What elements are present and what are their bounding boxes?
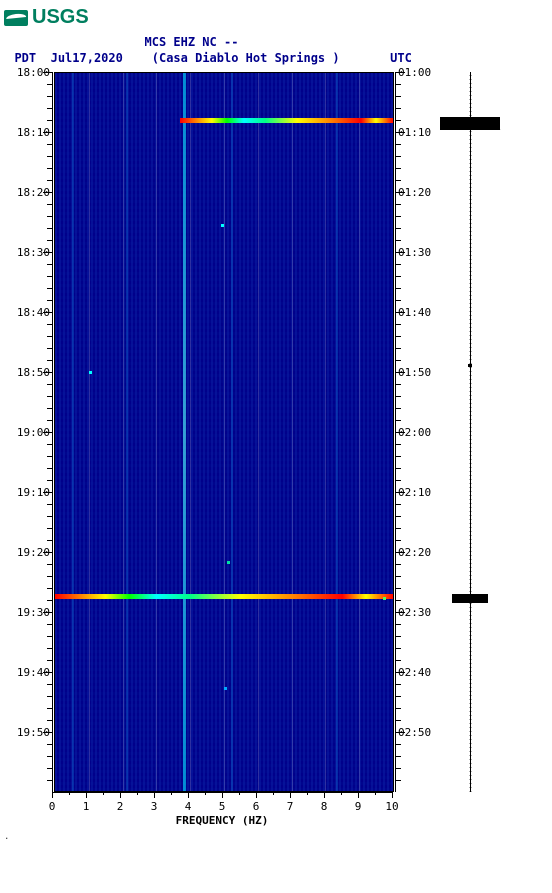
seismic-event-stripe bbox=[180, 118, 393, 123]
spectral-spot bbox=[89, 371, 92, 374]
y-axis-left-pdt: 18:0018:1018:2018:3018:4018:5019:0019:10… bbox=[10, 72, 52, 792]
x-axis-title: FREQUENCY (HZ) bbox=[176, 814, 269, 827]
x-tick-label: 8 bbox=[321, 800, 328, 813]
x-tick-label: 1 bbox=[83, 800, 90, 813]
y-axis-right-utc: 01:0001:1001:2001:3001:4001:5002:0002:10… bbox=[396, 72, 438, 792]
waveform-event bbox=[452, 594, 488, 603]
x-tick-label: 3 bbox=[151, 800, 158, 813]
spectral-spot bbox=[227, 561, 230, 564]
x-tick-label: 7 bbox=[287, 800, 294, 813]
date-line: PDT Jul17,2020 (Casa Diablo Hot Springs … bbox=[0, 51, 552, 67]
x-axis-frequency: FREQUENCY (HZ) 012345678910 bbox=[52, 792, 392, 832]
usgs-wave-icon bbox=[4, 10, 28, 26]
footer-mark: . bbox=[0, 832, 552, 842]
waveform-background-noise bbox=[469, 72, 472, 792]
chart-header: MCS EHZ NC -- PDT Jul17,2020 (Casa Diabl… bbox=[0, 31, 552, 72]
spectral-line bbox=[231, 73, 233, 791]
spectral-line bbox=[72, 73, 74, 791]
x-tick-label: 4 bbox=[185, 800, 192, 813]
spectral-spot bbox=[221, 224, 224, 227]
waveform-panel bbox=[440, 72, 500, 792]
x-tick-label: 2 bbox=[117, 800, 124, 813]
spectral-spot bbox=[224, 687, 227, 690]
usgs-logo-bar: USGS bbox=[0, 0, 552, 31]
x-tick-label: 5 bbox=[219, 800, 226, 813]
spectrogram-plot bbox=[54, 72, 394, 792]
spectral-line bbox=[336, 73, 338, 791]
seismic-event-stripe bbox=[55, 594, 393, 599]
waveform-event bbox=[468, 364, 473, 368]
usgs-logo-text: USGS bbox=[32, 6, 89, 29]
station-line: MCS EHZ NC -- bbox=[0, 35, 552, 51]
spectral-line bbox=[183, 73, 186, 791]
spectral-line bbox=[126, 73, 128, 791]
x-tick-label: 9 bbox=[355, 800, 362, 813]
chart-area: 18:0018:1018:2018:3018:4018:5019:0019:10… bbox=[0, 72, 552, 792]
spectral-spot bbox=[383, 597, 386, 600]
x-tick-label: 10 bbox=[385, 800, 398, 813]
usgs-logo: USGS bbox=[4, 6, 89, 29]
waveform-event bbox=[440, 117, 500, 130]
x-tick-label: 6 bbox=[253, 800, 260, 813]
x-tick-label: 0 bbox=[49, 800, 56, 813]
